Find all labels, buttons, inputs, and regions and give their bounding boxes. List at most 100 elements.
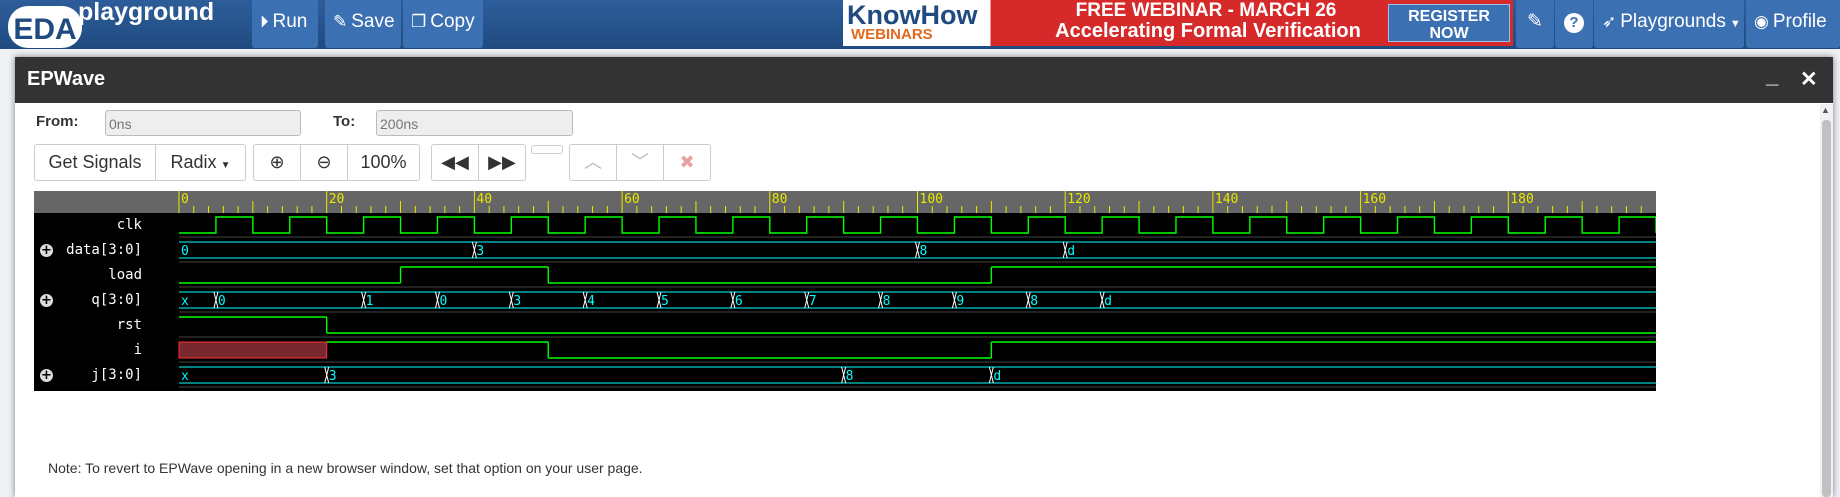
bus-transition [213,291,219,309]
save-button[interactable]: ✎ Save [325,0,401,48]
help-icon: ? [1564,13,1584,33]
bus-value-label: 3 [513,294,521,309]
help-button[interactable]: ? [1555,0,1593,48]
signal-name[interactable]: clk [116,217,142,233]
edit-button[interactable]: ✎ [1516,0,1554,48]
next-edge-button[interactable]: ▶▶ [478,144,526,181]
ruler-tick-label: 40 [476,192,492,207]
bus-transition [730,291,736,309]
expand-signal-icon[interactable]: + [40,243,53,258]
webinar-ad-banner[interactable]: KnowHow WEBINARS FREE WEBINAR - MARCH 26… [843,0,1513,46]
zoom-in-button[interactable]: ⊕ [253,144,301,181]
get-signals-button[interactable]: Get Signals [34,144,156,181]
bus-value-label: d [993,369,1001,384]
bus-transition [361,291,367,309]
caret-down-icon: ▼ [1729,18,1741,30]
bus-value-label: 9 [956,294,964,309]
bus-value-label: 6 [735,294,743,309]
ad-brand-top: KnowHow [847,0,978,30]
from-field[interactable]: 0ns [105,110,301,136]
bus-transition [951,291,957,309]
signal-name[interactable]: rst [116,317,142,333]
bus-value-label: 4 [587,294,595,309]
bus-value-label: 8 [920,244,928,259]
copy-label: Copy [430,11,475,32]
bus-value-label: x [181,294,189,309]
rocket-icon: ➶ [1602,12,1617,31]
ruler-tick-label: 0 [181,192,189,207]
bus-value-label: x [181,369,189,384]
eda-playground-logo[interactable]: EDA playground [6,0,226,48]
forward-icon: ▶▶ [488,152,516,172]
to-field[interactable]: 200ns [376,110,573,136]
waveform-svg[interactable]: 0 20 40 60 80 100 120 140 160 180 0 3 8 d x 0 1 0 3 4 5 6 7 8 9 8… [34,191,1656,391]
bus-transition [988,366,994,384]
bus-transition [1062,241,1068,259]
scroll-up-icon[interactable]: ▲ [1821,105,1830,115]
scrollbar-thumb[interactable] [1822,120,1831,497]
move-up-button[interactable]: ︿ [569,144,617,181]
signal-name[interactable]: j[3:0] [91,367,142,383]
ruler-tick-label: 20 [329,192,345,207]
move-down-button[interactable]: ﹀ [616,144,664,181]
playgrounds-label: Playgrounds [1620,11,1726,32]
signal-name[interactable]: q[3:0] [91,292,142,308]
ruler-tick-label: 100 [920,192,943,207]
zoom-in-icon: ⊕ [269,152,285,172]
radix-label: Radix [170,152,217,172]
zoom-level-button[interactable]: 100% [347,144,420,181]
ruler-tick-label: 140 [1215,192,1238,207]
modal-header: EPWave _ ✕ [15,57,1833,103]
bus-transition [804,291,810,309]
delete-signal-button[interactable]: ✖ [663,144,711,181]
signal-name[interactable]: load [108,267,142,283]
epwave-note: Note: To revert to EPWave opening in a n… [48,460,643,476]
prev-edge-button[interactable]: ◀◀ [431,144,479,181]
bus-value-label: 1 [366,294,374,309]
bus-transition [656,291,662,309]
bus-transition [1099,291,1105,309]
ad-brand-bottom: WEBINARS [851,26,933,43]
copy-button[interactable]: ❐ Copy [403,0,483,48]
radix-button[interactable]: Radix ▼ [155,144,246,181]
close-icon: ✖ [679,152,695,172]
signal-name[interactable]: data[3:0] [66,242,142,258]
ruler-tick-label: 80 [772,192,788,207]
time-ruler [34,191,1656,213]
profile-menu[interactable]: ◉ Profile [1746,0,1840,48]
top-navbar: EDA playground ⏵ Run ✎ Save ❐ Copy KnowHow … [0,0,1840,49]
bus-transition [915,241,920,259]
profile-label: Profile [1772,11,1827,32]
from-label: From: [36,113,79,130]
ad-line1: FREE WEBINAR - MARCH 26 [1075,0,1337,21]
bus-value-label: 7 [809,294,817,309]
bus-transition [1025,291,1031,309]
expand-signal-icon[interactable]: + [40,368,53,383]
minimize-icon[interactable]: _ [1766,63,1779,88]
run-label: Run [272,11,308,32]
copy-icon: ❐ [411,12,427,31]
bus-transition [508,291,514,309]
bus-value-label: 8 [1030,294,1038,309]
ruler-tick-label: 120 [1067,192,1090,207]
run-button[interactable]: ⏵ Run [252,0,318,48]
bus-value-label: 3 [476,244,484,259]
signal-name[interactable]: i [133,342,142,358]
register-now-button[interactable]: REGISTER NOW [1388,4,1510,42]
ruler-tick-label: 180 [1510,192,1533,207]
bus-value-label: 0 [181,244,189,259]
zoom-out-button[interactable]: ⊖ [300,144,348,181]
empty-button[interactable] [531,145,563,154]
ruler-tick-label: 60 [624,192,640,207]
modal-scrollbar[interactable]: ▲ [1820,104,1833,497]
playgrounds-menu[interactable]: ➶ Playgrounds ▼ [1594,0,1744,48]
close-icon[interactable]: ✕ [1800,68,1818,91]
bus-value-label: 0 [218,294,226,309]
waveform-viewer[interactable]: clk data[3:0] + load q[3:0] + rst i j[3:0] + 0 20 4… [34,191,1656,391]
expand-signal-icon[interactable]: + [40,293,53,308]
register-line2: NOW [1429,25,1469,42]
bus-value-label: 3 [329,369,337,384]
ad-line2: Accelerating Formal Verification [1055,20,1361,42]
chevron-up-icon: ︿ [584,152,602,172]
zoom-out-icon: ⊖ [316,152,332,172]
